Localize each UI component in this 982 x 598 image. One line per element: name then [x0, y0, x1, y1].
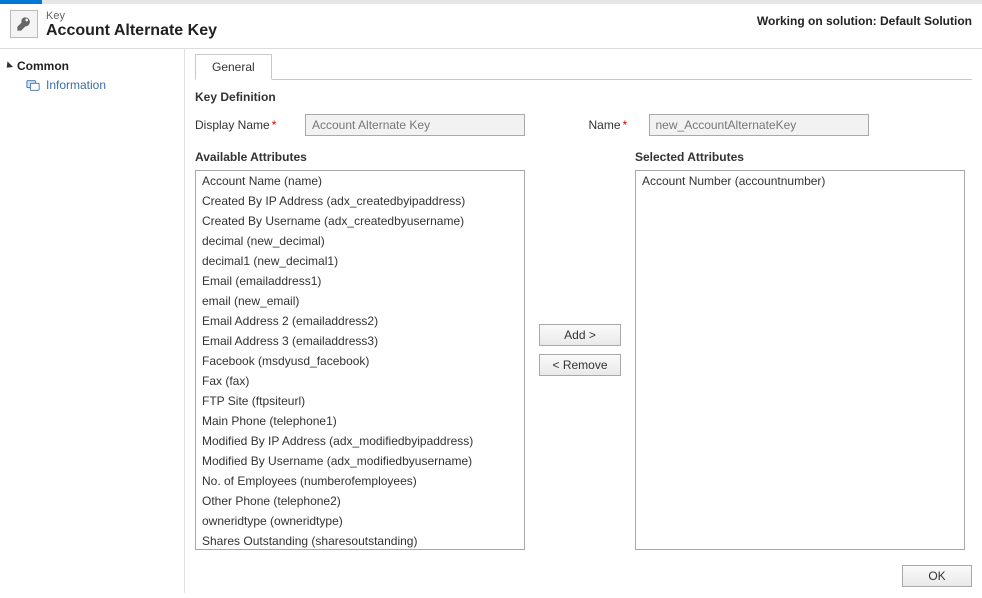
header-supertitle: Key: [46, 10, 217, 22]
available-attributes-listbox[interactable]: Account Name (name)Created By IP Address…: [195, 170, 525, 550]
display-name-label: Display Name*: [195, 118, 295, 132]
list-item[interactable]: Modified By IP Address (adx_modifiedbyip…: [196, 431, 524, 451]
list-item[interactable]: Email Address 3 (emailaddress3): [196, 331, 524, 351]
required-marker: *: [623, 118, 628, 132]
sidebar-group-label: Common: [17, 59, 69, 73]
list-item[interactable]: Email (emailaddress1): [196, 271, 524, 291]
form-row: Display Name* Name*: [195, 114, 972, 136]
list-item[interactable]: Other Phone (telephone2): [196, 491, 524, 511]
solution-name: Default Solution: [880, 14, 972, 28]
list-item[interactable]: FTP Site (ftpsiteurl): [196, 391, 524, 411]
list-item[interactable]: Fax (fax): [196, 371, 524, 391]
list-item[interactable]: owneridtype (owneridtype): [196, 511, 524, 531]
required-marker: *: [272, 118, 277, 132]
list-item[interactable]: Created By Username (adx_createdbyuserna…: [196, 211, 524, 231]
display-name-field[interactable]: [305, 114, 525, 136]
list-item[interactable]: decimal (new_decimal): [196, 231, 524, 251]
progress-indicator: [0, 0, 42, 4]
sidebar-group-common[interactable]: Common: [6, 57, 178, 75]
transfer-buttons: Add > < Remove: [539, 150, 621, 550]
sidebar-item-label: Information: [46, 78, 106, 92]
ok-button[interactable]: OK: [902, 565, 972, 587]
name-field[interactable]: [649, 114, 869, 136]
list-item[interactable]: Email Address 2 (emailaddress2): [196, 311, 524, 331]
list-item[interactable]: Created By IP Address (adx_createdbyipad…: [196, 191, 524, 211]
attribute-lists: Available Attributes Account Name (name)…: [195, 150, 972, 550]
available-label: Available Attributes: [195, 150, 525, 164]
page-header: Key Account Alternate Key Working on sol…: [0, 4, 982, 49]
caret-icon: [4, 61, 13, 70]
footer: OK: [902, 565, 972, 587]
selected-label: Selected Attributes: [635, 150, 965, 164]
selected-attributes-listbox[interactable]: Account Number (accountnumber): [635, 170, 965, 550]
list-item[interactable]: No. of Employees (numberofemployees): [196, 471, 524, 491]
list-item[interactable]: email (new_email): [196, 291, 524, 311]
top-progress-bar: [0, 0, 982, 4]
list-item[interactable]: Shares Outstanding (sharesoutstanding): [196, 531, 524, 550]
list-item[interactable]: Facebook (msdyusd_facebook): [196, 351, 524, 371]
main-panel: General Key Definition Display Name* Nam…: [185, 49, 982, 593]
information-icon: [26, 78, 40, 92]
list-item[interactable]: Account Number (accountnumber): [636, 171, 964, 191]
list-item[interactable]: Modified By Username (adx_modifiedbyuser…: [196, 451, 524, 471]
sidebar: Common Information: [0, 49, 185, 593]
remove-button[interactable]: < Remove: [539, 354, 621, 376]
solution-prefix: Working on solution:: [757, 14, 877, 28]
page-title: Account Alternate Key: [46, 22, 217, 40]
add-button[interactable]: Add >: [539, 324, 621, 346]
tab-bar: General: [195, 53, 972, 80]
list-item[interactable]: Account Name (name): [196, 171, 524, 191]
section-title: Key Definition: [195, 90, 972, 104]
list-item[interactable]: decimal1 (new_decimal1): [196, 251, 524, 271]
list-item[interactable]: Main Phone (telephone1): [196, 411, 524, 431]
sidebar-item-information[interactable]: Information: [6, 75, 178, 95]
key-icon: [10, 10, 38, 38]
solution-context: Working on solution: Default Solution: [757, 10, 972, 28]
name-label: Name*: [589, 118, 639, 132]
tab-general[interactable]: General: [195, 54, 272, 80]
